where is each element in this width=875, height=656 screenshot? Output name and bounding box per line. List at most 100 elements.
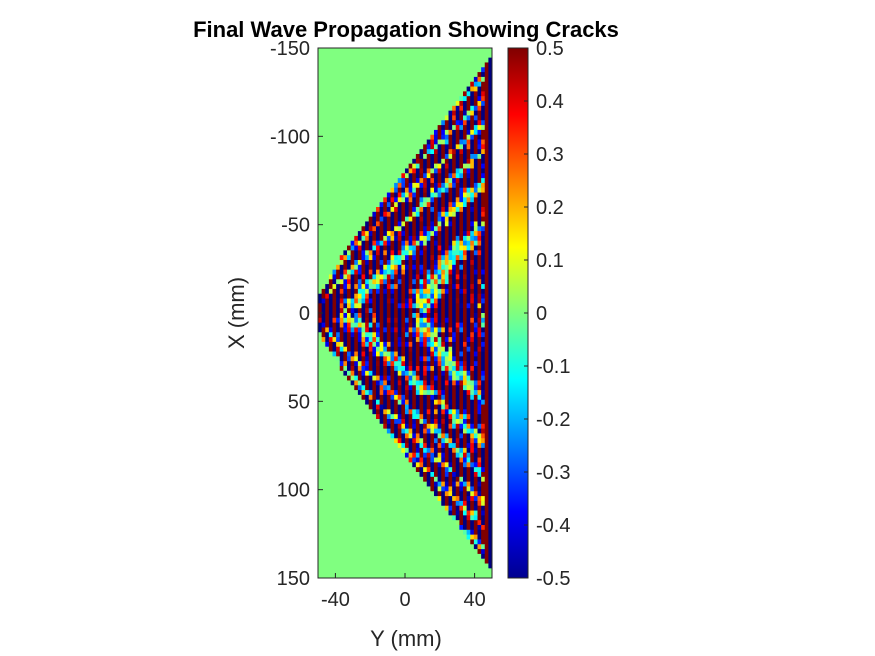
heatmap-cell xyxy=(463,139,468,145)
heatmap-cell xyxy=(444,539,449,545)
heatmap-cell xyxy=(473,274,478,280)
heatmap-cell xyxy=(332,158,337,165)
heatmap-cell xyxy=(394,380,399,386)
heatmap-cell xyxy=(448,72,453,78)
heatmap-cell xyxy=(332,105,337,112)
heatmap-cell xyxy=(325,332,330,338)
heatmap-cell xyxy=(452,544,457,550)
heatmap-cell xyxy=(412,452,417,458)
heatmap-cell xyxy=(379,505,384,511)
heatmap-cell xyxy=(357,284,362,290)
heatmap-cell xyxy=(412,264,417,271)
heatmap-cell xyxy=(405,476,410,483)
heatmap-cell xyxy=(455,221,460,227)
heatmap-cell xyxy=(488,380,493,386)
heatmap-cell xyxy=(394,144,399,150)
heatmap-cell xyxy=(318,298,323,304)
heatmap-cell xyxy=(419,414,424,420)
heatmap-cell xyxy=(470,423,475,430)
heatmap-cell xyxy=(350,322,355,328)
heatmap-cell xyxy=(328,525,333,531)
heatmap-cell xyxy=(376,62,381,68)
heatmap-cell xyxy=(419,327,424,333)
heatmap-cell xyxy=(452,72,457,78)
heatmap-cell xyxy=(437,428,442,434)
heatmap-cell xyxy=(415,105,420,112)
heatmap-cell xyxy=(321,48,326,54)
heatmap-cell xyxy=(405,303,410,309)
heatmap-cell xyxy=(466,182,471,189)
heatmap-cell xyxy=(343,72,348,78)
heatmap-cell xyxy=(488,86,493,92)
heatmap-cell xyxy=(343,428,348,434)
heatmap-cell xyxy=(401,327,406,333)
heatmap-cell xyxy=(470,62,475,68)
heatmap-cell xyxy=(386,317,391,324)
heatmap-cell xyxy=(325,86,330,92)
heatmap-cell xyxy=(455,202,460,208)
heatmap-cell xyxy=(339,356,344,362)
heatmap-cell xyxy=(339,332,344,338)
heatmap-cell xyxy=(357,279,362,285)
heatmap-cell xyxy=(383,520,388,526)
heatmap-cell xyxy=(477,534,482,540)
heatmap-cell xyxy=(332,462,337,468)
heatmap-cell xyxy=(328,240,333,246)
heatmap-cell xyxy=(354,240,359,246)
heatmap-cell xyxy=(401,467,406,473)
heatmap-cell xyxy=(473,91,478,97)
heatmap-cell xyxy=(473,534,478,540)
heatmap-cell xyxy=(365,529,370,536)
heatmap-cell xyxy=(321,322,326,328)
heatmap-cell xyxy=(401,57,406,63)
heatmap-cell xyxy=(488,452,493,458)
heatmap-cell xyxy=(408,274,413,280)
heatmap-cell xyxy=(361,366,366,372)
heatmap-cell xyxy=(365,317,370,324)
heatmap-cell xyxy=(347,486,352,492)
heatmap-cell xyxy=(455,91,460,97)
heatmap-cell xyxy=(463,341,468,348)
heatmap-cell xyxy=(354,211,359,218)
heatmap-cell xyxy=(383,81,388,87)
heatmap-cell xyxy=(466,467,471,473)
heatmap-cell xyxy=(350,62,355,68)
heatmap-cell xyxy=(357,486,362,492)
heatmap-cell xyxy=(350,76,355,83)
heatmap-cell xyxy=(386,125,391,131)
heatmap-cell xyxy=(401,419,406,425)
heatmap-cell xyxy=(484,529,489,536)
heatmap-cell xyxy=(336,129,341,136)
heatmap-cell xyxy=(336,173,341,179)
heatmap-cell xyxy=(452,57,457,63)
heatmap-cell xyxy=(325,390,330,396)
heatmap-cell xyxy=(434,433,439,439)
heatmap-cell xyxy=(426,433,431,439)
heatmap-cell xyxy=(372,115,377,121)
heatmap-cell xyxy=(452,366,457,372)
heatmap-cell xyxy=(379,182,384,189)
heatmap-cell xyxy=(466,313,471,319)
heatmap-cell xyxy=(325,366,330,372)
heatmap-cell xyxy=(372,125,377,131)
heatmap-cell xyxy=(386,433,391,439)
heatmap-cell xyxy=(463,149,468,155)
heatmap-cell xyxy=(379,216,384,222)
heatmap-cell xyxy=(437,520,442,526)
heatmap-cell xyxy=(376,525,381,531)
heatmap-cell xyxy=(437,149,442,155)
heatmap-cell xyxy=(455,72,460,78)
heatmap-cell xyxy=(401,52,406,59)
heatmap-cell xyxy=(332,48,337,54)
heatmap-cell xyxy=(434,221,439,227)
heatmap-cell xyxy=(383,288,388,295)
heatmap-cell xyxy=(455,226,460,232)
heatmap-cell xyxy=(390,255,395,261)
heatmap-cell xyxy=(336,235,341,242)
heatmap-cell xyxy=(379,221,384,227)
heatmap-cell xyxy=(426,57,431,63)
heatmap-cell xyxy=(365,452,370,458)
heatmap-cell xyxy=(452,158,457,165)
heatmap-cell xyxy=(347,221,352,227)
heatmap-cell xyxy=(448,317,453,324)
